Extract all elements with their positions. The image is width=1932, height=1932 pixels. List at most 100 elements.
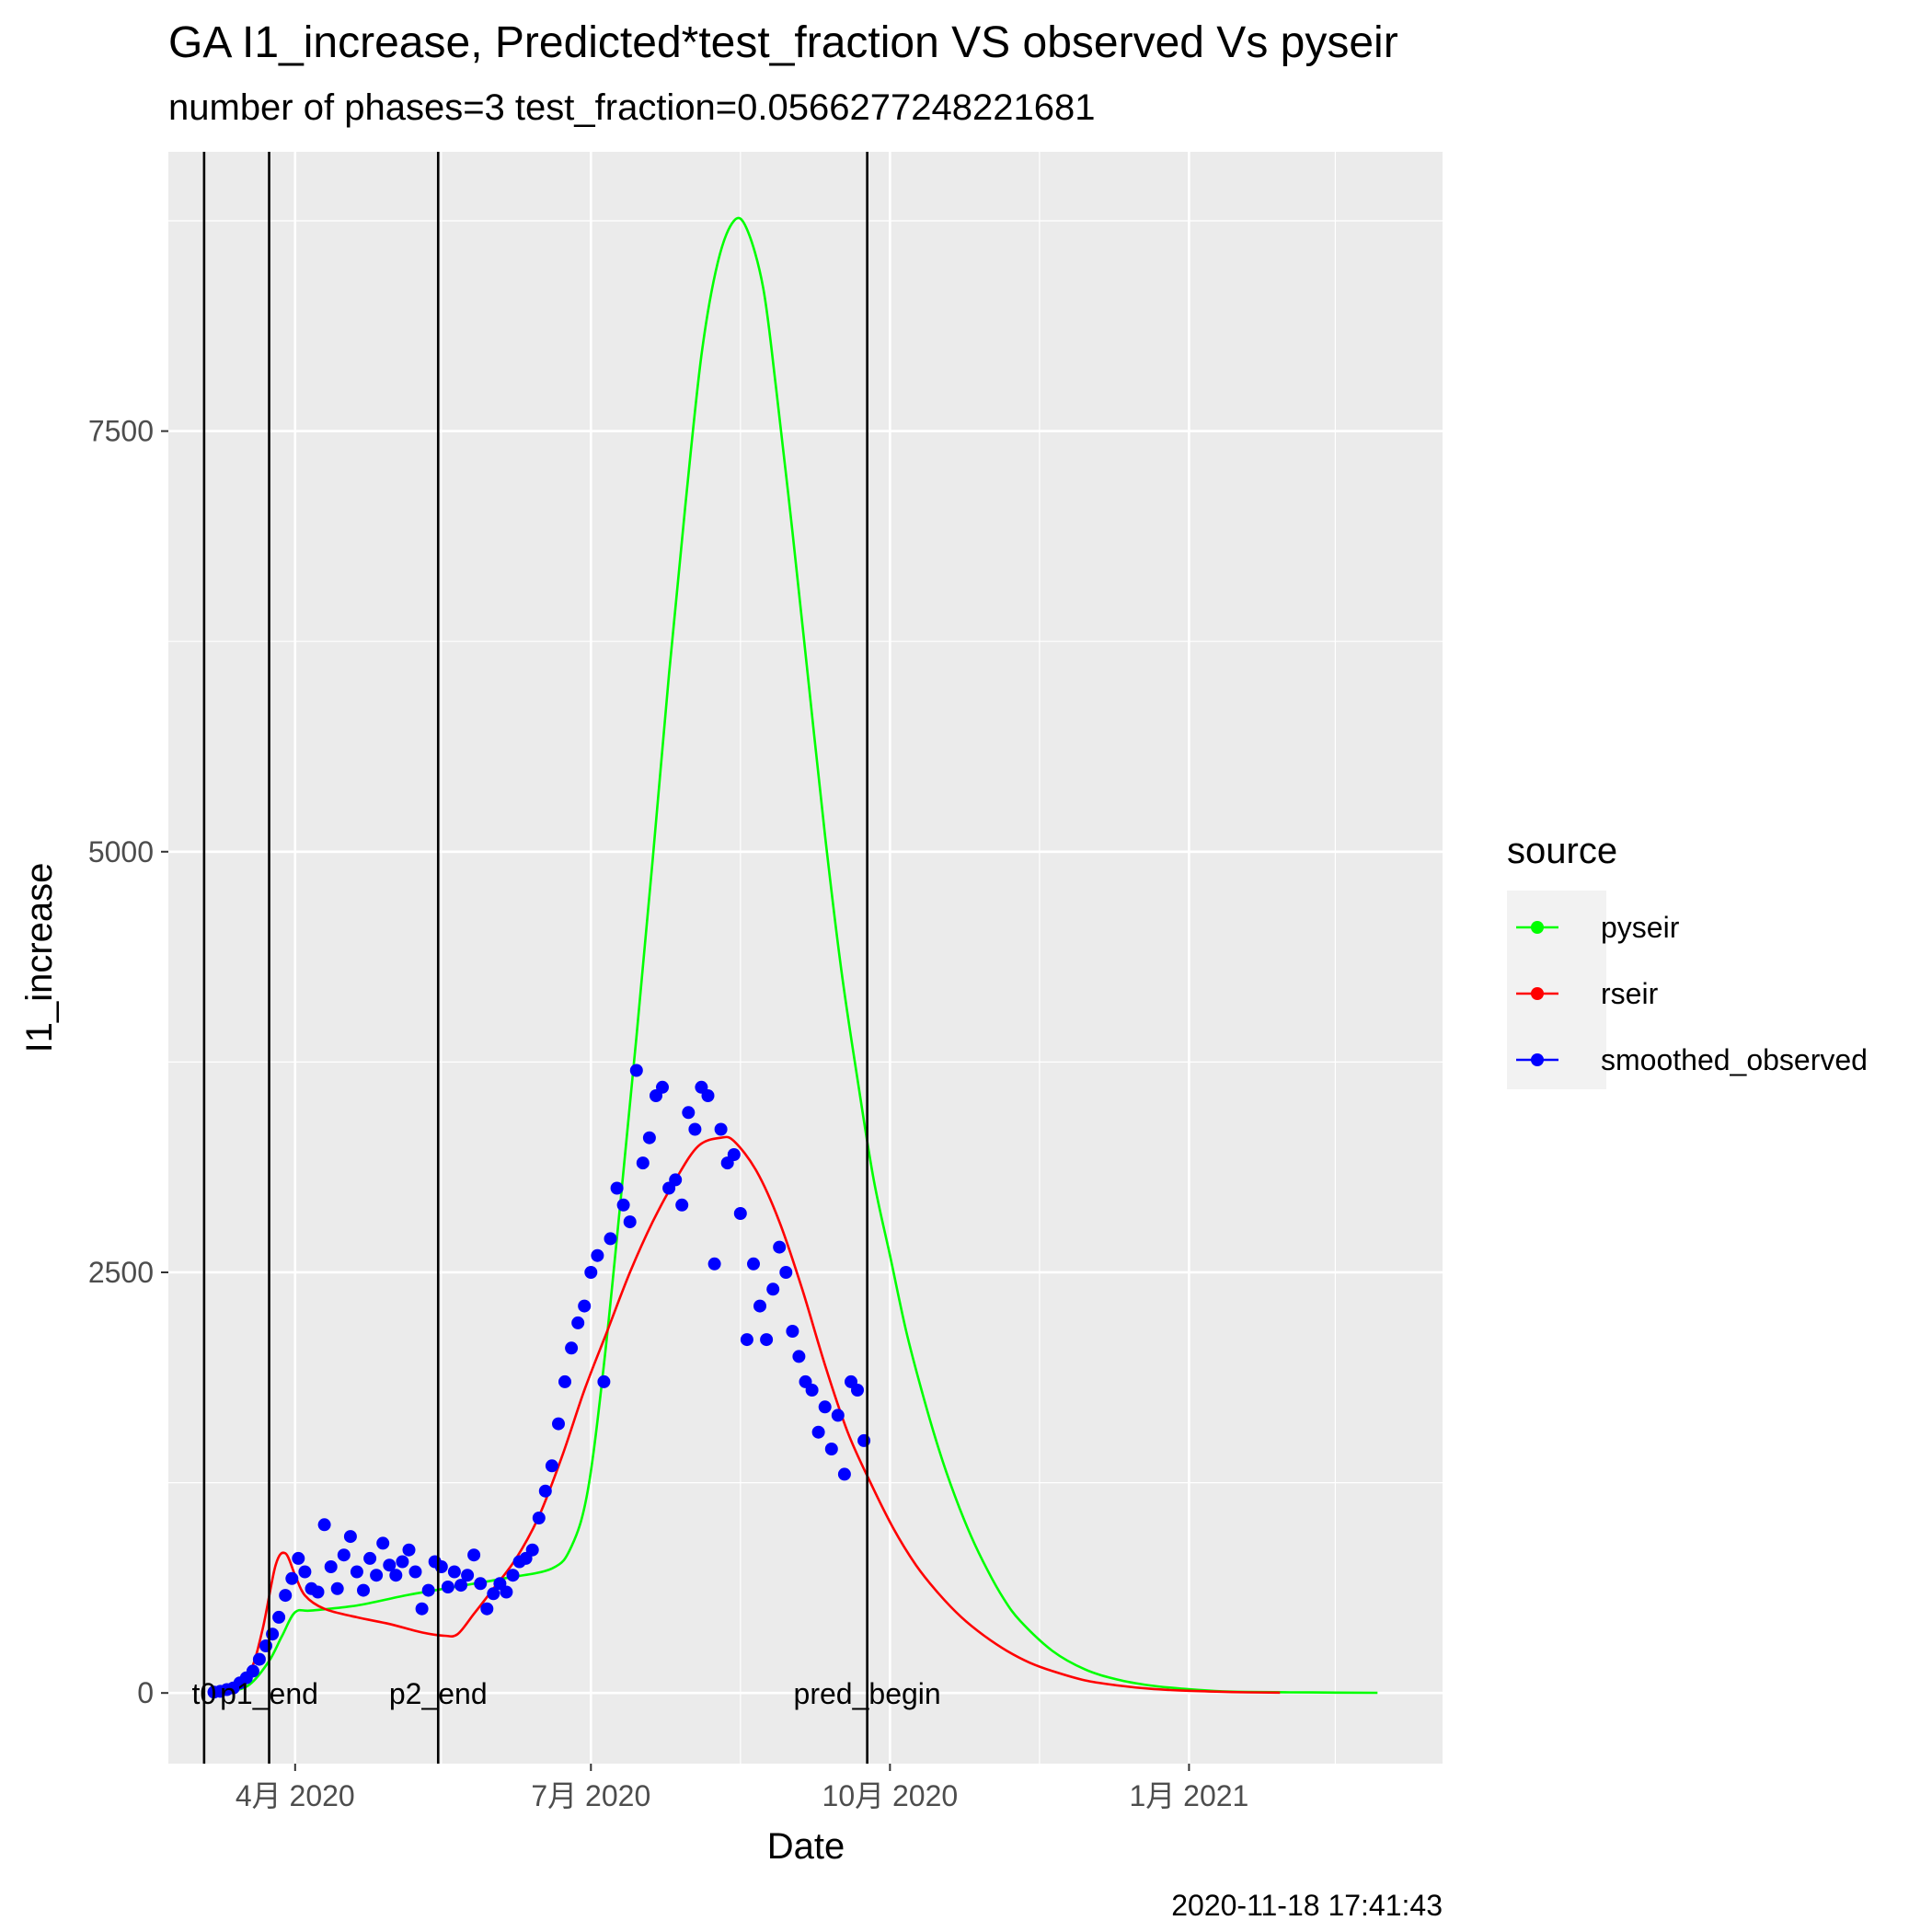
x-tick-label: 7月 2020	[531, 1779, 650, 1812]
observed-point	[337, 1548, 351, 1562]
observed-point	[682, 1106, 696, 1120]
series-line-rseir	[210, 1135, 1281, 1695]
observed-point	[317, 1518, 331, 1532]
y-tick-label: 0	[137, 1676, 154, 1709]
observed-point	[311, 1585, 325, 1599]
observed-point	[571, 1316, 585, 1329]
observed-point	[408, 1565, 422, 1579]
observed-point	[500, 1585, 513, 1599]
observed-point	[532, 1512, 546, 1524]
legend-title: source	[1507, 831, 1617, 871]
observed-point	[701, 1089, 715, 1102]
observed-point	[714, 1122, 728, 1136]
observed-point	[831, 1409, 845, 1422]
observed-point	[824, 1443, 838, 1455]
observed-point	[558, 1374, 571, 1388]
observed-point	[324, 1560, 338, 1573]
x-axis-title: Date	[767, 1826, 845, 1867]
observed-point	[837, 1467, 851, 1481]
legend-point-rseir	[1531, 987, 1544, 1000]
observed-point	[415, 1602, 429, 1616]
observed-point	[597, 1374, 611, 1388]
observed-point	[753, 1299, 766, 1313]
vline-label: p2_end	[389, 1677, 488, 1710]
observed-point	[675, 1198, 689, 1212]
legend-label-pyseir: pyseir	[1601, 911, 1680, 944]
observed-point	[707, 1257, 721, 1271]
observed-point	[857, 1433, 871, 1447]
vline-label: t0	[192, 1677, 217, 1710]
observed-point	[272, 1610, 286, 1624]
observed-point	[383, 1558, 397, 1572]
observed-point	[811, 1425, 825, 1439]
observed-point	[851, 1384, 864, 1397]
observed-point	[805, 1384, 819, 1397]
observed-point	[727, 1148, 741, 1161]
observed-point	[259, 1639, 272, 1652]
y-axis-title: I1_increase	[19, 863, 60, 1053]
x-tick-label: 4月 2020	[236, 1779, 355, 1812]
legend-entries: pyseir rseir smoothed_observed	[1516, 911, 1868, 1076]
legend-label-rseir: rseir	[1601, 977, 1659, 1010]
observed-point	[656, 1080, 669, 1094]
observed-point	[604, 1232, 617, 1246]
observed-point	[396, 1555, 409, 1569]
observed-point	[363, 1551, 377, 1565]
chart-subtitle: number of phases=3 test_fraction=0.05662…	[168, 87, 1095, 128]
observed-point	[688, 1122, 702, 1136]
observed-point	[285, 1571, 299, 1585]
observed-point	[467, 1548, 481, 1562]
footnote-timestamp: 2020-11-18 17:41:43	[1171, 1889, 1443, 1922]
observed-point	[629, 1064, 643, 1077]
observed-point	[610, 1181, 624, 1195]
observed-point	[454, 1579, 467, 1593]
observed-point	[330, 1581, 344, 1595]
series-smoothed-observed	[207, 1064, 871, 1699]
observed-point	[552, 1417, 565, 1431]
observed-point	[252, 1652, 266, 1666]
observed-point	[584, 1266, 598, 1279]
observed-point	[591, 1248, 604, 1262]
observed-point	[669, 1173, 683, 1187]
legend-key-background	[1507, 891, 1606, 1089]
observed-point	[733, 1207, 747, 1220]
legend-label-smoothed-observed: smoothed_observed	[1601, 1043, 1868, 1076]
observed-point	[279, 1589, 293, 1603]
observed-point	[642, 1131, 656, 1144]
observed-point	[461, 1569, 475, 1582]
observed-point	[487, 1587, 500, 1601]
observed-point	[480, 1602, 494, 1616]
observed-point	[578, 1299, 592, 1313]
axis-layer: 4月 2020 7月 2020 10月 2020 1月 2021 0 2500 5000 75…	[88, 415, 1249, 1812]
legend: source pyseir rseir smoothed_observed	[1507, 831, 1868, 1089]
observed-point	[545, 1459, 558, 1473]
observed-point	[350, 1565, 363, 1579]
y-tick-label: 7500	[88, 415, 154, 448]
plot-panel	[168, 152, 1443, 1764]
observed-point	[389, 1569, 403, 1582]
x-tick-label: 1月 2021	[1129, 1779, 1248, 1812]
legend-point-pyseir	[1531, 921, 1544, 934]
observed-point	[538, 1484, 552, 1498]
y-tick-label: 5000	[88, 835, 154, 868]
observed-point	[357, 1583, 370, 1597]
observed-point	[766, 1282, 780, 1296]
chart-title: GA I1_increase, Predicted*test_fraction …	[168, 18, 1398, 67]
y-tick-label: 2500	[88, 1256, 154, 1289]
observed-point	[402, 1543, 416, 1557]
observed-point	[474, 1577, 488, 1591]
observed-point	[266, 1627, 280, 1641]
observed-point	[779, 1266, 793, 1279]
observed-point	[740, 1333, 753, 1347]
observed-point	[565, 1341, 579, 1355]
observed-point	[506, 1569, 520, 1582]
observed-point	[636, 1156, 650, 1170]
observed-point	[818, 1400, 832, 1414]
observed-point	[370, 1569, 384, 1582]
observed-point	[760, 1333, 774, 1347]
observed-point	[773, 1240, 787, 1254]
observed-point	[434, 1560, 448, 1573]
observed-point	[292, 1551, 305, 1565]
observed-point	[786, 1325, 799, 1338]
